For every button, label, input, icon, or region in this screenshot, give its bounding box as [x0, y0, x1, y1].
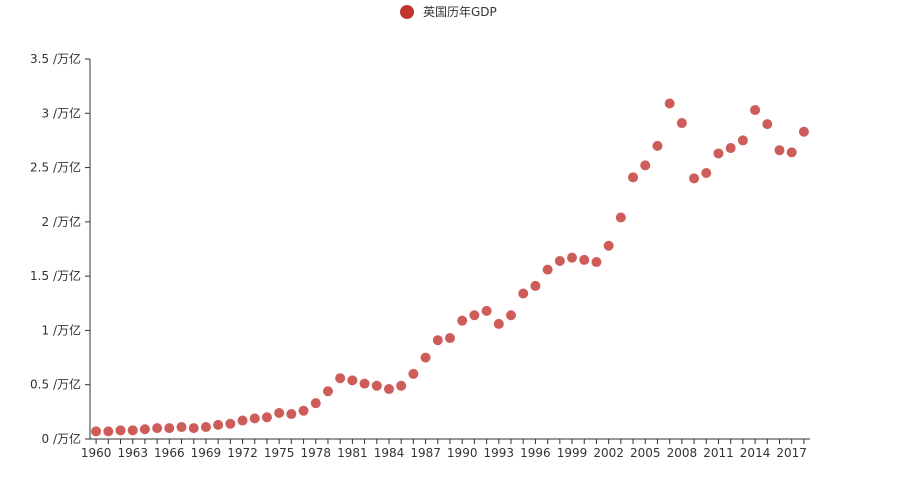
data-point[interactable] — [359, 378, 370, 389]
data-point[interactable] — [188, 423, 199, 434]
legend[interactable]: 英国历年GDP — [400, 5, 497, 19]
data-point[interactable] — [798, 126, 809, 137]
data-point[interactable] — [371, 380, 382, 391]
data-point[interactable] — [774, 145, 785, 156]
x-axis: 1960 1963 1966 1969 1972 1975 1978 1981 1984 1987… — [81, 438, 810, 460]
data-point[interactable] — [493, 318, 504, 329]
data-point[interactable] — [567, 252, 578, 263]
data-point[interactable] — [664, 98, 675, 109]
data-point[interactable] — [542, 264, 553, 275]
data-point[interactable] — [457, 315, 468, 326]
data-point[interactable] — [603, 240, 614, 251]
data-point[interactable] — [200, 422, 211, 433]
data-point[interactable] — [127, 425, 138, 436]
data-point[interactable] — [322, 386, 333, 397]
data-point[interactable] — [310, 398, 321, 409]
y-tick-label: 2 /万亿 — [42, 214, 82, 229]
data-point[interactable] — [420, 352, 431, 363]
data-point[interactable] — [750, 105, 761, 116]
data-point[interactable] — [725, 143, 736, 154]
x-tick-label: 2005 — [630, 446, 661, 460]
data-point[interactable] — [615, 212, 626, 223]
data-point[interactable] — [213, 419, 224, 430]
x-tick-label: 2014 — [740, 446, 771, 460]
data-point[interactable] — [701, 168, 712, 178]
data-point[interactable] — [103, 426, 114, 437]
x-tick-label: 1990 — [447, 446, 478, 460]
y-tick-label: 3.5 /万亿 — [30, 51, 81, 66]
x-tick-label: 1972 — [227, 446, 258, 460]
data-point[interactable] — [469, 310, 480, 321]
x-tick-label: 2008 — [667, 446, 698, 460]
x-tick-label: 1975 — [264, 446, 295, 460]
y-tick-label: 0.5 /万亿 — [30, 377, 81, 392]
data-point[interactable] — [506, 310, 517, 321]
data-point[interactable] — [481, 305, 492, 316]
data-point[interactable] — [298, 405, 309, 416]
x-tick-label: 1999 — [557, 446, 588, 460]
y-axis: 0 /万亿 0.5 /万亿 1 /万亿 1.5 /万亿 2 /万亿 2.5 /万亿 3 /万… — [30, 51, 91, 446]
y-tick-label: 0 /万亿 — [42, 431, 82, 446]
data-point[interactable] — [261, 412, 272, 423]
x-tick-label: 1960 — [81, 446, 112, 460]
data-point[interactable] — [274, 407, 285, 418]
data-point[interactable] — [713, 148, 724, 159]
data-point[interactable] — [152, 423, 163, 434]
data-point[interactable] — [408, 368, 419, 379]
data-point[interactable] — [530, 280, 541, 291]
x-tick-label: 1978 — [300, 446, 331, 460]
data-point[interactable] — [383, 384, 394, 395]
y-tick-label: 1.5 /万亿 — [30, 268, 81, 283]
data-point[interactable] — [115, 425, 126, 436]
data-point[interactable] — [347, 375, 358, 386]
data-point[interactable] — [518, 288, 529, 299]
data-point[interactable] — [225, 418, 236, 429]
data-point[interactable] — [554, 255, 565, 266]
y-tick-label: 3 /万亿 — [42, 105, 82, 120]
data-points — [91, 98, 809, 437]
legend-marker — [400, 5, 414, 19]
data-point[interactable] — [579, 254, 590, 265]
x-tick-label: 1996 — [520, 446, 551, 460]
y-tick-label: 1 /万亿 — [42, 322, 82, 337]
data-point[interactable] — [286, 409, 297, 420]
data-point[interactable] — [786, 147, 797, 158]
x-tick-label: 1987 — [410, 446, 441, 460]
x-tick-label: 1993 — [484, 446, 515, 460]
data-point[interactable] — [237, 415, 248, 426]
data-point[interactable] — [737, 135, 748, 146]
data-point[interactable] — [176, 422, 187, 433]
x-tick-label: 1981 — [337, 446, 368, 460]
x-tick-label: 1984 — [374, 446, 405, 460]
x-tick-label: 1966 — [154, 446, 185, 460]
data-point[interactable] — [445, 333, 455, 344]
data-point[interactable] — [164, 423, 175, 434]
data-point[interactable] — [676, 118, 687, 129]
data-point[interactable] — [396, 380, 407, 391]
x-tick-label: 2017 — [776, 446, 807, 460]
data-point[interactable] — [335, 373, 346, 384]
data-point[interactable] — [762, 119, 773, 130]
x-tick-label: 1963 — [117, 446, 148, 460]
data-point[interactable] — [640, 160, 651, 171]
x-tick-label: 2011 — [703, 446, 734, 460]
data-point[interactable] — [139, 424, 150, 435]
legend-label: 英国历年GDP — [423, 5, 497, 19]
data-point[interactable] — [91, 426, 102, 437]
data-point[interactable] — [689, 173, 700, 184]
y-tick-label: 2.5 /万亿 — [30, 160, 81, 175]
data-point[interactable] — [591, 257, 602, 268]
x-tick-label: 1969 — [191, 446, 222, 460]
data-point[interactable] — [249, 413, 260, 424]
data-point[interactable] — [652, 140, 663, 151]
x-tick-label: 2002 — [593, 446, 624, 460]
data-point[interactable] — [628, 172, 639, 183]
data-point[interactable] — [432, 335, 443, 346]
